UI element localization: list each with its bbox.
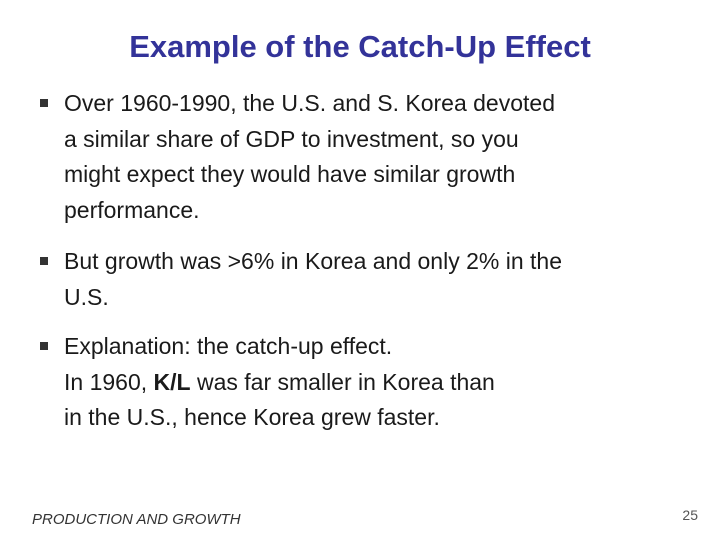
bullet-line: Explanation: the catch-up effect. [64,333,393,359]
bullet-line-text: In 1960, [64,368,154,395]
bullet-text: Explanation: the catch-up effect. In 196… [64,329,698,436]
bullet-list: Over 1960-1990, the U.S. and S. Korea de… [38,86,698,452]
bullet-line: in the U.S., hence Korea grew faster. [64,404,440,430]
square-bullet-icon [40,257,48,265]
bullet-line: performance. [64,196,200,223]
bullet-line: U.S. [64,283,109,310]
page-number: 25 [682,507,698,523]
bullet-line: But growth was >6% in Korea and only 2% … [64,248,562,274]
kl-ratio-emphasis: K/L [153,368,191,395]
bullet-item: But growth was >6% in Korea and only 2% … [38,244,698,315]
bullet-line-text: was far smaller in Korea than [190,368,495,395]
bullet-line: a similar share of GDP to investment, so… [64,125,519,152]
bullet-line: Over 1960-1990, the U.S. and S. Korea de… [64,90,555,116]
footer-label: PRODUCTION AND GROWTH [32,511,241,528]
bullet-item: Over 1960-1990, the U.S. and S. Korea de… [38,86,698,228]
bullet-line: might expect they would have similar gro… [64,161,516,187]
bullet-text: Over 1960-1990, the U.S. and S. Korea de… [64,86,698,228]
bullet-text: But growth was >6% in Korea and only 2% … [64,244,698,315]
square-bullet-icon [40,99,48,107]
slide-title: Example of the Catch-Up Effect [129,29,591,64]
bullet-line: In 1960, K/L was far smaller in Korea th… [64,365,698,401]
square-bullet-icon [40,342,48,350]
bullet-item: Explanation: the catch-up effect. In 196… [38,329,698,436]
